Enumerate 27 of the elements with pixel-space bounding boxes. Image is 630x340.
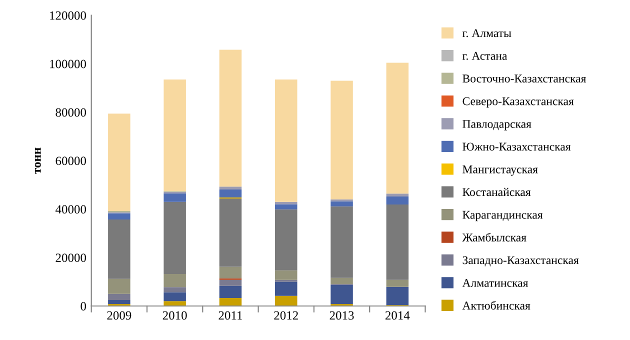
legend-label: г. Астана bbox=[462, 52, 508, 60]
y-tick-label: 80000 bbox=[56, 108, 86, 117]
y-tick-label: 0 bbox=[80, 302, 86, 310]
legend-label: Северо-Казахстанская bbox=[462, 97, 574, 108]
y-tick-label: 40000 bbox=[55, 205, 86, 214]
x-tick-label: 2009 bbox=[107, 311, 132, 320]
legend-label: г. Алматы bbox=[462, 29, 512, 38]
legend-label: Восточно-Казахстанская bbox=[462, 74, 586, 83]
y-tick-label: 20000 bbox=[56, 254, 86, 262]
legend-label: Костанайская bbox=[462, 188, 531, 196]
x-tick-label: 2013 bbox=[330, 311, 354, 320]
y-tick-label: 120000 bbox=[50, 11, 86, 20]
legend-label: Южно-Казахстанская bbox=[462, 142, 571, 151]
legend-label: Алматинская bbox=[462, 278, 528, 287]
x-tick-label: 2010 bbox=[162, 311, 187, 320]
legend-label: Жамбылская bbox=[462, 232, 526, 242]
y-tick-label: 60000 bbox=[56, 156, 86, 166]
y-tick-label: 100000 bbox=[50, 60, 86, 68]
x-tick-label: 2014 bbox=[385, 311, 410, 320]
legend-label: Карагандинская bbox=[462, 210, 543, 222]
x-tick-label: 2012 bbox=[274, 311, 298, 320]
legend-label: Западно-Казахстанская bbox=[462, 256, 579, 266]
legend-label: Мангистауская bbox=[462, 165, 538, 176]
legend-label: Павлодарская bbox=[462, 120, 532, 130]
y-axis-title: тонн bbox=[34, 148, 41, 174]
legend-label: Актюбинская bbox=[462, 301, 530, 310]
x-tick-label: 2011 bbox=[218, 311, 242, 320]
